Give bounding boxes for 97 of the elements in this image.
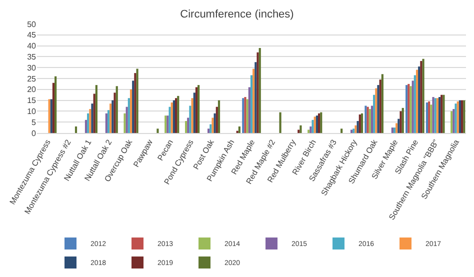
bar [402,108,404,133]
bar [172,100,176,133]
bar [91,104,94,133]
bar [218,100,220,133]
bar [438,97,441,133]
bar [250,75,253,133]
bar [52,82,55,133]
bar [198,85,200,133]
bar [114,92,116,133]
bar [156,128,159,133]
y-tick-label: 25 [27,74,37,84]
y-tick-label: 30 [27,63,37,72]
bar [418,66,420,133]
bar [187,118,190,133]
bar [354,125,357,133]
bar [254,62,257,133]
bar [252,68,255,133]
bar [373,94,376,133]
y-tick-label: 40 [27,42,37,51]
bar [112,100,114,133]
bar [360,113,364,133]
bar [422,58,424,133]
bar [396,123,398,133]
bar [356,121,359,133]
bar [210,124,212,133]
bar [212,118,214,133]
y-tick-label: 35 [27,52,37,62]
bar [391,128,394,133]
bar [316,116,318,133]
bar [89,109,92,133]
bar [300,125,302,133]
y-tick-label: 15 [27,96,37,106]
bar [54,76,57,133]
bar [414,75,416,133]
bar [216,106,218,133]
bar [74,126,78,133]
y-tick-label: 5 [32,118,37,127]
bar [416,70,418,133]
bar [426,102,428,133]
bar [84,120,88,133]
bar [87,113,90,133]
bar [370,106,374,133]
bar [130,89,132,133]
bar [279,112,282,133]
bar [410,86,412,133]
bar [368,109,371,133]
bar [95,85,98,133]
bar [124,113,126,133]
bar [136,68,138,133]
y-tick-label: 0 [32,128,37,138]
bar [248,87,250,133]
bar [312,120,314,133]
bar [358,114,361,133]
y-tick-label: 45 [27,30,37,40]
bar [454,104,457,133]
bar [107,110,110,133]
bar [393,128,396,133]
bar [184,121,188,133]
bar [214,113,216,133]
bar [134,73,136,133]
bar [458,100,462,133]
bar [177,96,180,133]
bar [105,113,108,133]
bar [381,74,384,133]
bar [93,94,96,133]
bar [258,48,261,133]
bar [175,98,178,133]
bar [412,80,414,133]
bar [430,104,432,133]
bar [126,106,128,133]
bar [298,130,300,133]
bar [193,92,196,133]
bar [428,101,430,133]
bar [208,128,210,133]
bar [310,126,312,133]
bar [195,87,198,133]
bar [128,98,130,133]
bar [375,88,378,133]
bar [256,52,259,133]
y-tick-label: 50 [27,20,37,29]
y-tick-label: 10 [27,107,37,116]
bar [116,86,118,133]
chart-title: Circumference (inches) [180,8,294,20]
bar [168,106,171,133]
bar [238,126,240,133]
bar [340,128,343,133]
bar [377,85,380,133]
bar [191,98,194,133]
bar [189,106,192,133]
bar [398,118,400,133]
bar [400,111,402,133]
y-tick-label: 20 [27,85,37,94]
bar [379,80,382,133]
bar [420,61,422,133]
bar [110,104,112,133]
bar [308,130,310,133]
bar [132,80,134,133]
